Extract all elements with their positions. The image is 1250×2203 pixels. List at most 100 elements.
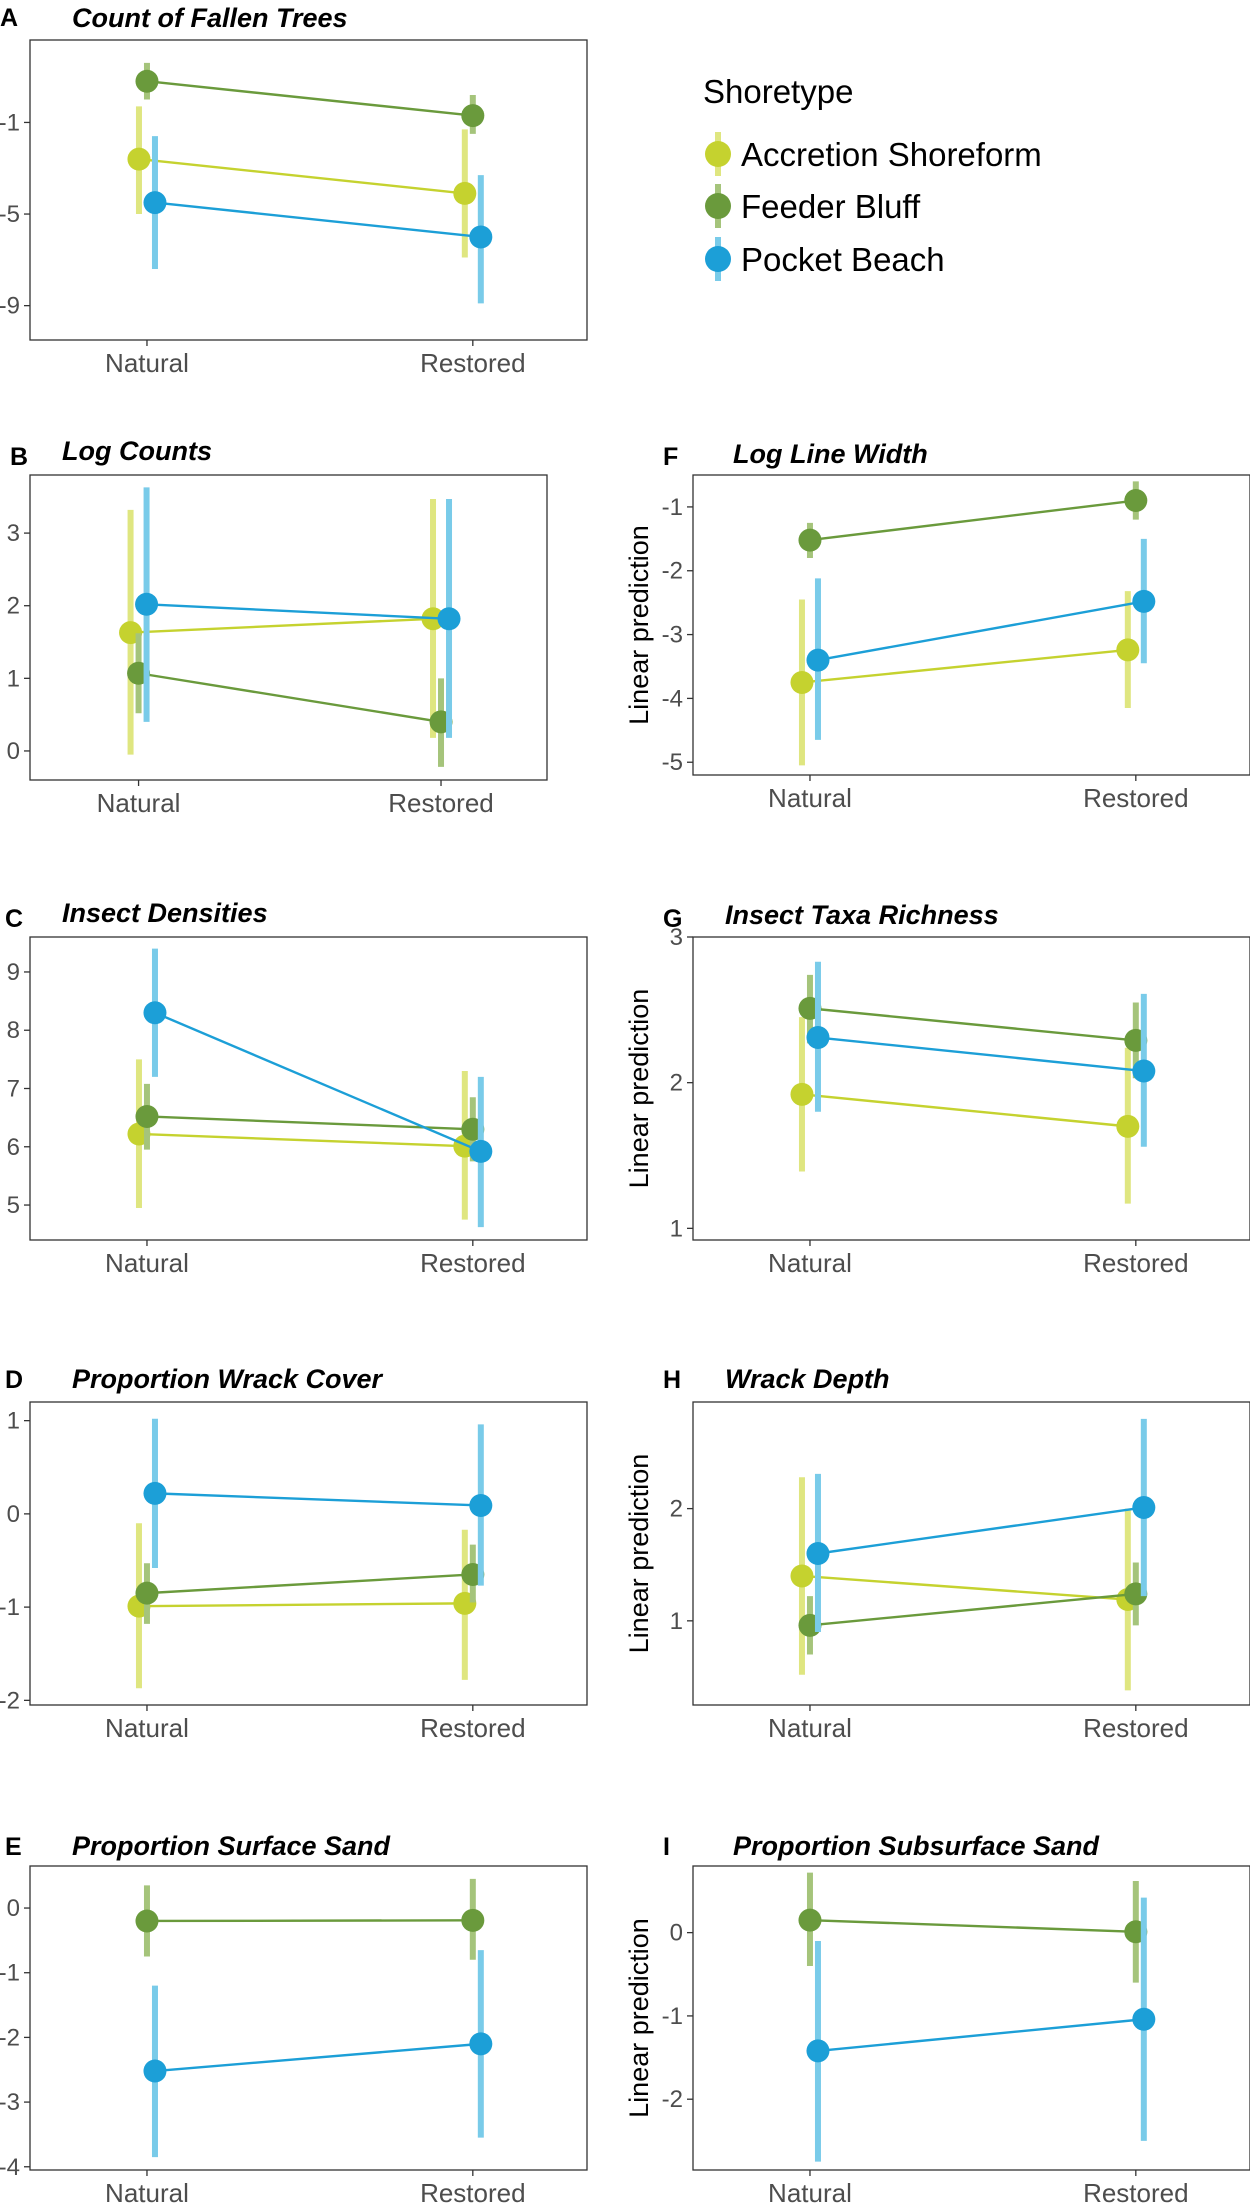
x-tick-label: Restored — [388, 788, 494, 818]
y-axis-label: Linear prediction — [624, 525, 654, 725]
y-tick-label: 7 — [7, 1076, 20, 1103]
legend-label-pocket-beach: Pocket Beach — [741, 241, 945, 278]
plot-frame — [692, 936, 1250, 1241]
y-tick-label: -2 — [0, 2024, 20, 2051]
point-accretion-shoreform — [790, 1564, 814, 1588]
series-line-pocket-beach — [817, 1036, 1144, 1073]
y-tick-label: 2 — [7, 593, 20, 620]
point-pocket-beach — [143, 1481, 167, 1505]
point-accretion-shoreform — [790, 670, 814, 694]
panel-letter: B — [10, 443, 28, 471]
point-feeder-bluff — [461, 104, 485, 128]
y-tick-label: -1 — [662, 2003, 683, 2030]
y-tick-label: 2 — [670, 1496, 683, 1523]
x-tick-label: Restored — [1083, 783, 1189, 813]
y-tick-label: -2 — [0, 1687, 20, 1714]
y-tick-label: 2 — [670, 1070, 683, 1097]
point-feeder-bluff — [798, 1908, 822, 1932]
series-line-feeder-bluff — [809, 499, 1136, 542]
chart-panel-d: D Proportion Wrack Cover 1 0 -1 -2 Natural Rest… — [0, 1364, 588, 1743]
plot-frame — [29, 1401, 588, 1706]
series-line-pocket-beach — [817, 1506, 1144, 1555]
series-line-feeder-bluff — [146, 1573, 473, 1595]
point-feeder-bluff — [135, 1909, 159, 1933]
panel-title: Insect Taxa Richness — [725, 900, 999, 930]
y-tick-label: 8 — [7, 1017, 20, 1044]
panel-letter: F — [663, 443, 678, 471]
x-tick-label: Natural — [768, 1713, 852, 1743]
x-tick-label: Restored — [420, 2178, 526, 2203]
y-tick-label: -1 — [0, 1960, 20, 1987]
legend-label-feeder-bluff: Feeder Bluff — [741, 188, 921, 225]
x-tick-label: Natural — [105, 1248, 189, 1278]
chart-panel-a: A Count of Fallen Trees -1 -5 -9 Natural Resto… — [0, 3, 588, 378]
series-line-accretion-shoreform — [801, 648, 1128, 684]
series-line-accretion-shoreform — [801, 1093, 1128, 1128]
y-axis-label: Linear prediction — [624, 1454, 654, 1654]
y-axis-label: Linear prediction — [624, 1918, 654, 2118]
y-tick-label: 1 — [7, 1408, 20, 1435]
point-accretion-shoreform — [790, 1082, 814, 1106]
series-line-feeder-bluff — [809, 1918, 1136, 1933]
y-tick-label: -1 — [662, 494, 683, 521]
y-tick-label: -3 — [0, 2089, 20, 2116]
x-tick-label: Natural — [768, 783, 852, 813]
x-tick-label: Restored — [1083, 1713, 1189, 1743]
series-line-accretion-shoreform — [138, 1602, 465, 1608]
point-accretion-shoreform — [127, 147, 151, 171]
x-tick-label: Restored — [420, 1713, 526, 1743]
series-line-accretion-shoreform — [138, 157, 465, 195]
series-line-feeder-bluff — [146, 1919, 473, 1923]
panel-letter: H — [663, 1366, 681, 1394]
point-pocket-beach — [1132, 589, 1156, 613]
point-feeder-bluff — [798, 528, 822, 552]
plot-frame — [692, 1401, 1250, 1706]
series-line-pocket-beach — [154, 201, 481, 239]
legend-item-pocket-beach: Pocket Beach — [705, 237, 945, 281]
legend-marker-pocket-beach — [705, 246, 731, 272]
point-pocket-beach — [806, 1542, 830, 1565]
point-pocket-beach — [469, 2032, 493, 2056]
series-line-accretion-shoreform — [130, 617, 434, 634]
plot-frame — [29, 39, 588, 341]
point-pocket-beach — [1132, 2007, 1156, 2031]
x-tick-label: Restored — [1083, 2178, 1189, 2203]
x-tick-label: Natural — [105, 348, 189, 378]
series-line-feeder-bluff — [138, 672, 442, 724]
legend-marker-feeder-bluff — [705, 193, 731, 219]
series-line-feeder-bluff — [809, 1592, 1136, 1627]
chart-panel-f: F Log Line Width -1 -2 -3 -4 -5 Natural Restored… — [624, 439, 1250, 813]
panels-layer: A Count of Fallen Trees -1 -5 -9 Natural Resto… — [0, 3, 1250, 2203]
point-pocket-beach — [437, 607, 461, 631]
panel-letter: G — [663, 905, 682, 933]
point-pocket-beach — [806, 648, 830, 672]
point-feeder-bluff — [1124, 489, 1148, 513]
panel-title: Count of Fallen Trees — [72, 3, 348, 33]
y-tick-label: -2 — [662, 2086, 683, 2113]
panel-letter: E — [5, 1833, 22, 1861]
x-tick-label: Restored — [1083, 1248, 1189, 1278]
series-line-pocket-beach — [817, 2018, 1144, 2053]
y-tick-label: -5 — [662, 749, 683, 776]
panel-title: Insect Densities — [62, 898, 268, 928]
series-line-feeder-bluff — [146, 80, 473, 117]
legend: Shoretype Accretion Shoreform Feeder Blu… — [703, 73, 1042, 281]
panel-title: Proportion Subsurface Sand — [733, 1831, 1100, 1861]
plot-frame — [29, 474, 548, 781]
point-pocket-beach — [135, 592, 159, 616]
series-line-accretion-shoreform — [138, 1132, 465, 1148]
y-tick-label: -3 — [662, 622, 683, 649]
series-line-feeder-bluff — [809, 1007, 1136, 1042]
series-line-pocket-beach — [154, 1492, 481, 1507]
y-tick-label: -4 — [0, 2154, 20, 2181]
point-pocket-beach — [806, 1026, 830, 1050]
point-feeder-bluff — [135, 1581, 159, 1605]
y-tick-label: 1 — [670, 1215, 683, 1242]
y-tick-label: -9 — [0, 293, 20, 320]
point-accretion-shoreform — [453, 181, 477, 205]
x-tick-label: Restored — [420, 348, 526, 378]
point-pocket-beach — [143, 2059, 167, 2083]
plot-frame — [692, 1865, 1250, 2171]
